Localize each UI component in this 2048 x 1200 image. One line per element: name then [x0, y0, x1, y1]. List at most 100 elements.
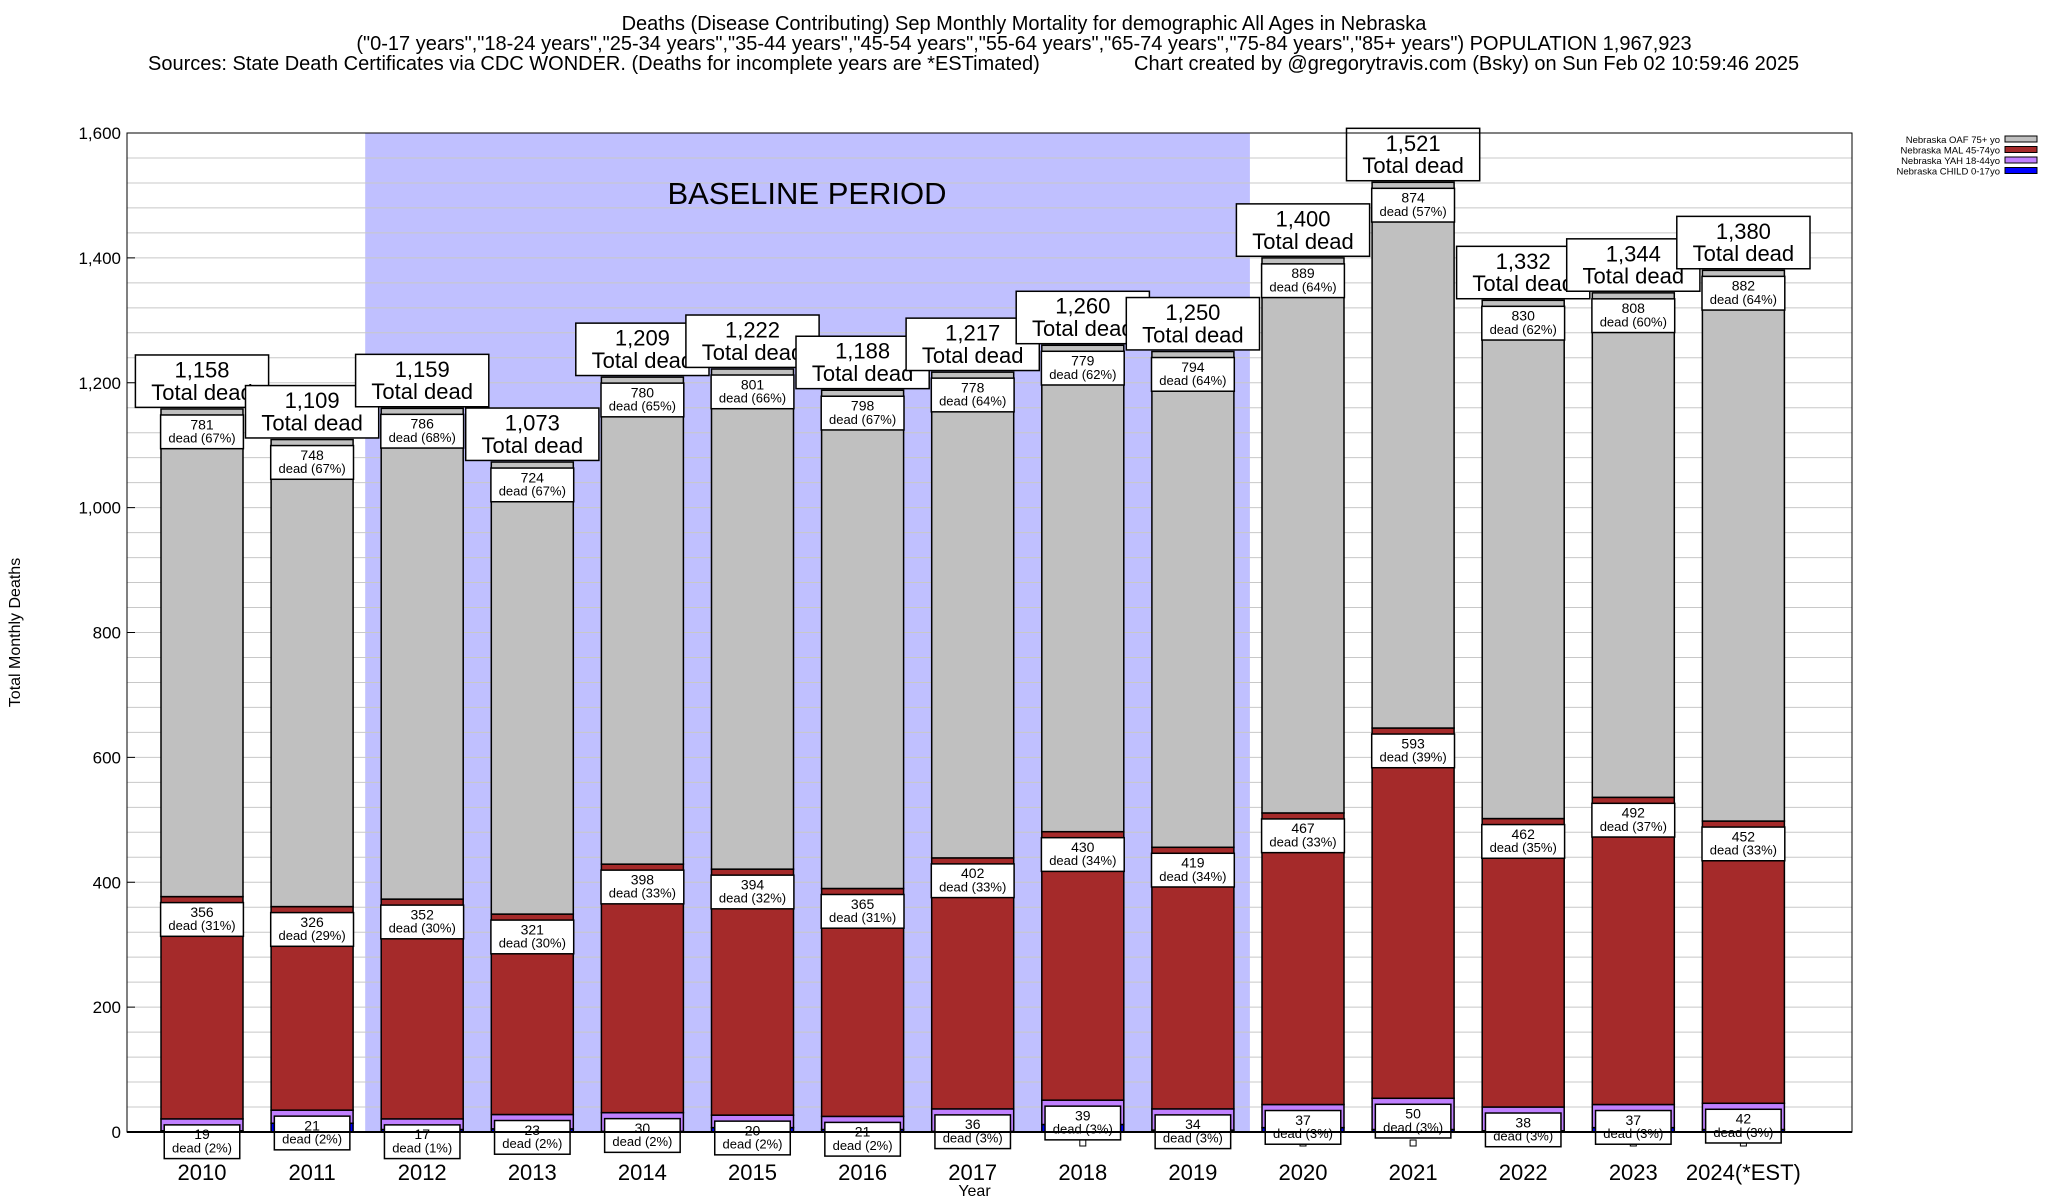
segment-value-label-box [1701, 826, 1786, 862]
x-tick-label: 2012 [398, 1160, 447, 1185]
segment-value-label-box [383, 1124, 461, 1160]
legend-swatch [2004, 167, 2038, 174]
segment-value-label: dead (3%) [1163, 1130, 1223, 1145]
segment-value-label: 20 [745, 1122, 761, 1138]
segment-value-label-box [159, 901, 245, 938]
x-tick-label: 2015 [728, 1160, 777, 1185]
chart-title: Deaths (Disease Contributing) Sep Monthl… [621, 13, 1427, 35]
segment-value-label: 874 [1401, 190, 1425, 206]
bar-segment-oaf [1041, 344, 1125, 833]
segment-value-label: dead (62%) [1490, 322, 1557, 337]
x-tick-label: 2010 [178, 1160, 227, 1185]
total-dead-label: Total dead [1693, 241, 1795, 266]
segment-value-label-box [380, 904, 465, 940]
bar-segment-oaf [160, 408, 244, 898]
segment-value-label-box [269, 911, 355, 948]
total-dead-label: 1,521 [1386, 131, 1441, 156]
segment-value-label: 467 [1291, 820, 1315, 836]
legend-swatch [2004, 146, 2038, 153]
legend-label: Nebraska MAL 45-74yo [1901, 146, 2000, 157]
segment-value-label: dead (34%) [1049, 853, 1116, 868]
y-tick-label: 0 [112, 1123, 121, 1142]
segment-value-label-box [824, 1121, 902, 1157]
bar-segment-oaf [710, 368, 795, 870]
total-dead-label: 1,344 [1606, 241, 1661, 266]
segment-value-label-box [1040, 350, 1125, 386]
total-dead-label: 1,332 [1496, 249, 1551, 274]
segment-value-label-box [1594, 1109, 1672, 1145]
segment-value-label-box [163, 1124, 241, 1160]
total-dead-label: 1,188 [835, 339, 890, 364]
segment-value-label: 786 [411, 416, 435, 432]
y-tick-label: 1,200 [78, 374, 121, 393]
segment-value-label: 402 [961, 865, 985, 881]
segment-value-label-box [1264, 1109, 1342, 1145]
segment-value-label: dead (35%) [1490, 840, 1557, 855]
segment-value-label: dead (31%) [829, 910, 896, 925]
total-dead-label: 1,073 [505, 410, 560, 435]
segment-value-label: 889 [1291, 265, 1315, 281]
segment-value-label-box [490, 467, 575, 503]
segment-value-label: 462 [1512, 826, 1536, 842]
segment-value-label-box [710, 874, 795, 910]
segment-value-label: dead (65%) [609, 399, 676, 414]
chart-subtitle: ("0-17 years","18-24 years","25-34 years… [356, 33, 1692, 55]
x-tick-label: 2014 [618, 1160, 667, 1185]
segment-value-label: dead (33%) [1269, 834, 1336, 849]
total-dead-label: 1,250 [1165, 300, 1220, 325]
segment-value-label: 794 [1181, 359, 1205, 375]
segment-value-label: 780 [631, 384, 655, 400]
total-dead-label: 1,380 [1716, 219, 1771, 244]
segment-value-label: 21 [304, 1117, 320, 1133]
segment-value-label: 356 [190, 904, 214, 920]
segment-value-label: 37 [1295, 1112, 1311, 1128]
segment-value-label-box [490, 919, 575, 955]
segment-value-label: 398 [631, 871, 655, 887]
segment-value-label: 23 [525, 1122, 541, 1138]
segment-value-label-box [710, 374, 795, 410]
bar-segment-oaf [820, 389, 905, 890]
segment-value-label: 19 [194, 1126, 210, 1142]
segment-value-label: dead (3%) [1273, 1126, 1333, 1141]
segment-value-label: dead (32%) [719, 891, 786, 906]
segment-value-label: dead (34%) [1159, 869, 1226, 884]
segment-value-label: dead (67%) [499, 484, 566, 499]
segment-value-label-box [600, 382, 685, 418]
child-value-marker [1409, 1139, 1417, 1147]
segment-value-label: 452 [1732, 828, 1756, 844]
total-dead-label: Total dead [1583, 264, 1685, 289]
segment-value-label: 365 [851, 896, 875, 912]
segment-value-label: dead (2%) [723, 1137, 783, 1152]
segment-value-label: dead (2%) [282, 1132, 342, 1147]
segment-value-label: 798 [851, 398, 875, 414]
sources-text: Sources: State Death Certificates via CD… [148, 53, 1040, 75]
bar-segment-oaf [1371, 181, 1455, 729]
segment-value-label: dead (30%) [389, 921, 456, 936]
segment-value-label: 593 [1401, 735, 1425, 751]
segment-value-label: 778 [961, 379, 985, 395]
segment-value-label: dead (64%) [1159, 373, 1226, 388]
segment-value-label-box [1591, 802, 1676, 838]
segment-value-label-box [930, 377, 1015, 413]
x-tick-label: 2021 [1389, 1160, 1438, 1185]
segment-value-label: 724 [521, 469, 545, 485]
total-dead-label: 1,159 [395, 357, 450, 382]
segment-value-label-box [1150, 356, 1236, 392]
total-dead-label: 1,217 [945, 321, 1000, 346]
x-tick-label: 2013 [508, 1160, 557, 1185]
bar-segment-mal [1481, 817, 1565, 1108]
bar-segment-mal [1591, 796, 1676, 1106]
total-dead-label: Total dead [922, 343, 1024, 368]
total-dead-label-box [354, 353, 490, 408]
y-tick-label: 400 [93, 873, 121, 892]
x-tick-label: 2024(*EST) [1686, 1160, 1801, 1185]
total-dead-label: 1,209 [615, 326, 670, 351]
total-dead-label: Total dead [592, 348, 694, 373]
total-dead-label: Total dead [1252, 229, 1354, 254]
segment-value-label: dead (67%) [278, 461, 345, 476]
segment-value-label: 38 [1515, 1114, 1531, 1130]
segment-value-label: dead (29%) [278, 928, 345, 943]
segment-value-label-box [600, 869, 685, 905]
x-tick-label: 2019 [1168, 1160, 1217, 1185]
segment-value-label: 781 [190, 416, 214, 432]
